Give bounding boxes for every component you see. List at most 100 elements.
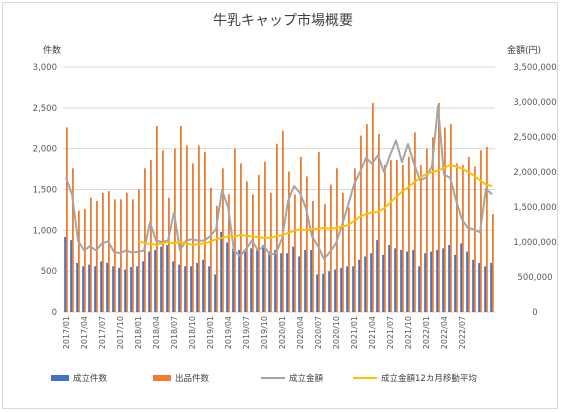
- bar-count-sold: [382, 254, 384, 312]
- bar-count-sold: [466, 251, 468, 312]
- bar-count-sold: [304, 249, 306, 312]
- bar-count-sold: [292, 246, 294, 312]
- bar-count-sold: [472, 259, 474, 312]
- x-tick-label: 2017/01: [62, 316, 71, 349]
- x-tick-label: 2019/07: [242, 316, 251, 349]
- bar-count-sold: [76, 263, 78, 312]
- bar-count-listed: [270, 192, 272, 312]
- left-tick-label: 2,500: [33, 104, 57, 114]
- bar-count-listed: [306, 176, 308, 312]
- bar-count-listed: [414, 132, 416, 312]
- bar-count-sold: [100, 261, 102, 312]
- legend: 成立件数 出品件数 成立金額 成立金額12カ月移動平均: [51, 373, 477, 384]
- bar-count-listed: [120, 199, 122, 312]
- x-tick-label: 2022/07: [458, 316, 467, 349]
- bar-count-sold: [478, 263, 480, 312]
- bar-count-listed: [156, 125, 158, 312]
- bar-count-sold: [442, 248, 444, 312]
- right-tick-label: 2,000,000: [513, 168, 556, 178]
- bar-count-listed: [72, 168, 74, 312]
- bar-count-sold: [142, 261, 144, 312]
- bar-count-sold: [400, 249, 402, 312]
- bar-count-listed: [390, 160, 392, 312]
- bar-count-listed: [372, 102, 374, 312]
- chart-svg: 牛乳キャップ市場概要 件数 金額(円) 0 500 1,000 1,500 2,000 2…: [33, 12, 557, 384]
- bar-count-listed: [192, 163, 194, 312]
- bar-count-listed: [432, 137, 434, 312]
- line-amount-ma12: [137, 164, 493, 246]
- bar-count-sold: [250, 248, 252, 312]
- bar-count-sold: [136, 266, 138, 312]
- bar-count-listed: [210, 187, 212, 312]
- bar-count-sold: [208, 266, 210, 312]
- bar-count-listed: [456, 163, 458, 312]
- bar-count-listed: [228, 194, 230, 312]
- legend-amount-label: 成立金額: [289, 373, 324, 384]
- bar-count-listed: [396, 160, 398, 312]
- x-tick-label: 2020/01: [278, 316, 287, 349]
- bar-count-listed: [348, 207, 350, 312]
- bar-count-listed: [342, 192, 344, 312]
- x-tick-label: 2022/04: [440, 316, 449, 349]
- bar-count-sold: [184, 266, 186, 312]
- x-tick-label: 2020/04: [296, 316, 305, 349]
- bar-count-sold: [190, 266, 192, 312]
- bar-count-sold: [124, 269, 126, 312]
- legend-count-sold-label: 成立件数: [73, 373, 108, 384]
- bar-count-sold: [172, 261, 174, 312]
- bar-count-sold: [256, 249, 258, 312]
- legend-amount-ma12-label: 成立金額12カ月移動平均: [381, 373, 477, 384]
- bar-count-sold: [70, 240, 72, 312]
- right-axis-ticks: 0 500,000 1,000,000 1,500,000 2,000,000 2,500…: [513, 63, 556, 318]
- right-tick-label: 1,500,000: [513, 203, 556, 213]
- bar-count-listed: [96, 200, 98, 312]
- bar-count-sold: [418, 266, 420, 312]
- x-tick-label: 2019/10: [260, 316, 269, 349]
- bar-count-sold: [112, 266, 114, 312]
- x-tick-label: 2022/01: [422, 316, 431, 349]
- bar-count-sold: [490, 263, 492, 312]
- legend-count-listed-label: 出品件数: [175, 373, 210, 384]
- bar-count-listed: [150, 160, 152, 312]
- bar-count-sold: [178, 264, 180, 312]
- x-tick-label: 2019/04: [224, 316, 233, 349]
- bar-count-listed: [462, 165, 464, 312]
- bar-count-sold: [454, 254, 456, 312]
- bar-count-listed: [474, 166, 476, 312]
- bar-count-sold: [394, 248, 396, 312]
- bar-count-sold: [358, 259, 360, 312]
- bar-count-listed: [216, 205, 218, 312]
- bar-count-listed: [204, 151, 206, 312]
- bar-count-sold: [388, 245, 390, 312]
- left-axis-ticks: 0 500 1,000 1,500 2,000 2,500 3,000: [33, 63, 57, 318]
- left-tick-label: 0: [52, 308, 57, 318]
- bar-count-listed: [144, 168, 146, 312]
- x-axis-ticks: 2017/01 2017/04 2017/07 2017/10 2018/01 2018/…: [62, 316, 467, 349]
- bar-count-listed: [174, 148, 176, 312]
- bar-count-sold: [88, 264, 90, 312]
- left-tick-label: 2,000: [33, 145, 57, 155]
- bar-count-sold: [346, 266, 348, 312]
- bar-count-sold: [82, 266, 84, 312]
- right-tick-label: 3,000,000: [513, 98, 556, 108]
- bar-count-sold: [334, 269, 336, 312]
- bar-count-listed: [222, 168, 224, 312]
- bar-count-listed: [168, 197, 170, 312]
- x-tick-label: 2021/01: [350, 316, 359, 349]
- bar-count-sold: [370, 253, 372, 312]
- bar-count-listed: [312, 200, 314, 312]
- bar-count-sold: [196, 263, 198, 312]
- x-tick-label: 2018/04: [152, 316, 161, 349]
- bar-count-sold: [436, 249, 438, 312]
- bar-count-listed: [198, 145, 200, 312]
- bar-count-listed: [66, 127, 68, 312]
- chart-title: 牛乳キャップ市場概要: [213, 12, 353, 29]
- left-tick-label: 1,000: [33, 226, 57, 236]
- x-tick-label: 2020/07: [314, 316, 323, 349]
- bar-count-listed: [288, 171, 290, 312]
- bar-count-listed: [90, 197, 92, 312]
- bar-count-listed: [366, 124, 368, 313]
- x-tick-label: 2017/10: [116, 316, 125, 349]
- chart-frame: 牛乳キャップ市場概要 件数 金額(円) 0 500 1,000 1,500 2,000 2…: [2, 2, 558, 409]
- bar-count-sold: [64, 236, 66, 312]
